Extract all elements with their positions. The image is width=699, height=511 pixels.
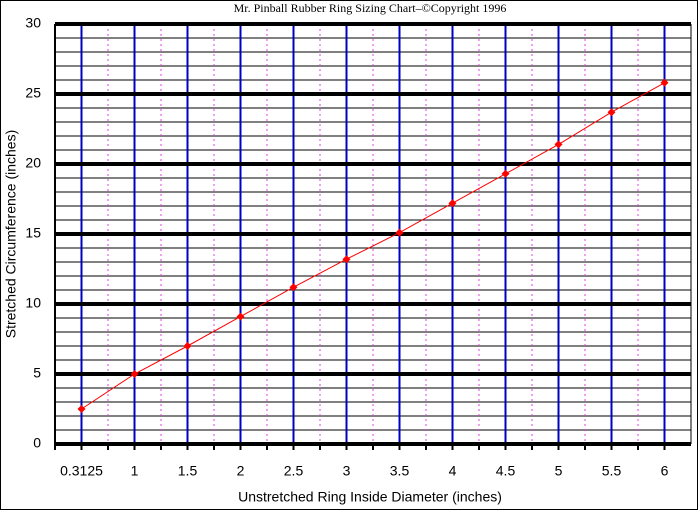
x-tick-label: 3	[343, 463, 351, 479]
series-line	[81, 82, 665, 410]
x-tick-label: 6	[661, 463, 669, 479]
x-tick-label: 2.5	[284, 463, 304, 479]
data-point	[342, 255, 351, 264]
y-tick-label: 25	[25, 85, 41, 101]
data-point	[77, 405, 86, 413]
x-tick-label: 5	[555, 463, 563, 479]
data-point	[395, 228, 404, 237]
chart-title: Mr. Pinball Rubber Ring Sizing Chart–©Co…	[234, 1, 507, 15]
x-axis-label: Unstretched Ring Inside Diameter (inches…	[238, 489, 502, 505]
x-tick-label: 1.5	[178, 463, 198, 479]
data-point	[289, 283, 298, 292]
data-point	[130, 370, 139, 378]
data-point	[554, 140, 563, 149]
y-tick-label: 30	[25, 15, 41, 31]
y-tick-label: 0	[33, 435, 41, 451]
data-point	[183, 342, 192, 350]
y-tick-label: 10	[25, 295, 41, 311]
x-tick-label: 2	[237, 463, 245, 479]
data-point	[501, 169, 510, 178]
y-tick-label: 5	[33, 365, 41, 381]
data-point	[448, 199, 457, 208]
x-tick-label: 0.3125	[60, 463, 103, 479]
x-tick-label: 4	[449, 463, 457, 479]
data-point	[607, 108, 616, 117]
x-tick-label: 5.5	[602, 463, 622, 479]
y-tick-label: 15	[25, 225, 41, 241]
x-tick-label: 4.5	[496, 463, 516, 479]
x-tick-label: 3.5	[390, 463, 410, 479]
data-point	[236, 312, 245, 321]
y-axis-label: Stretched Circumference (inches)	[3, 130, 19, 339]
data-point	[660, 78, 669, 87]
y-tick-label: 20	[25, 155, 41, 171]
x-tick-label: 1	[131, 463, 139, 479]
